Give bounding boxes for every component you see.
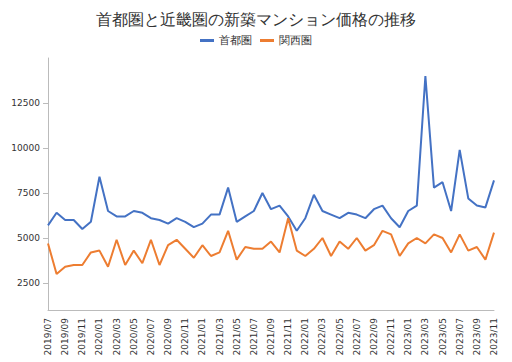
svg-text:2019/11: 2019/11 (77, 318, 87, 355)
svg-text:2019/09: 2019/09 (60, 318, 70, 356)
svg-text:2022/09: 2022/09 (369, 318, 379, 356)
svg-text:2022/07: 2022/07 (352, 318, 362, 355)
svg-text:5000: 5000 (17, 233, 40, 243)
svg-text:2023/11: 2023/11 (489, 318, 499, 355)
svg-text:2021/03: 2021/03 (215, 318, 225, 355)
svg-text:2020/03: 2020/03 (112, 318, 122, 355)
svg-text:2020/01: 2020/01 (94, 318, 104, 355)
svg-text:2019/07: 2019/07 (43, 318, 53, 355)
svg-text:首都圏: 首都圏 (219, 34, 252, 47)
svg-text:2023/05: 2023/05 (438, 318, 448, 355)
svg-text:2023/01: 2023/01 (403, 318, 413, 355)
svg-text:2022/03: 2022/03 (317, 318, 327, 355)
svg-text:12500: 12500 (11, 98, 40, 108)
svg-text:2020/05: 2020/05 (129, 318, 139, 355)
svg-text:関西圏: 関西圏 (279, 34, 312, 47)
svg-text:2022/01: 2022/01 (300, 318, 310, 355)
svg-text:首都圏と近畿圏の新築マンション価格の推移: 首都圏と近畿圏の新築マンション価格の推移 (96, 10, 416, 29)
svg-text:2023/03: 2023/03 (420, 318, 430, 355)
svg-text:2021/05: 2021/05 (232, 318, 242, 355)
svg-text:2500: 2500 (17, 278, 40, 288)
svg-text:2020/07: 2020/07 (146, 318, 156, 355)
svg-text:2021/11: 2021/11 (283, 318, 293, 355)
svg-text:2022/05: 2022/05 (335, 318, 345, 355)
svg-text:10000: 10000 (11, 143, 40, 153)
svg-text:7500: 7500 (17, 188, 40, 198)
svg-text:2020/09: 2020/09 (163, 318, 173, 356)
svg-text:2021/01: 2021/01 (197, 318, 207, 355)
svg-text:2021/07: 2021/07 (249, 318, 259, 355)
svg-text:2023/07: 2023/07 (455, 318, 465, 355)
svg-text:2023/09: 2023/09 (472, 318, 482, 356)
svg-text:2020/11: 2020/11 (180, 318, 190, 355)
svg-text:2022/11: 2022/11 (386, 318, 396, 355)
svg-text:2021/09: 2021/09 (266, 318, 276, 356)
